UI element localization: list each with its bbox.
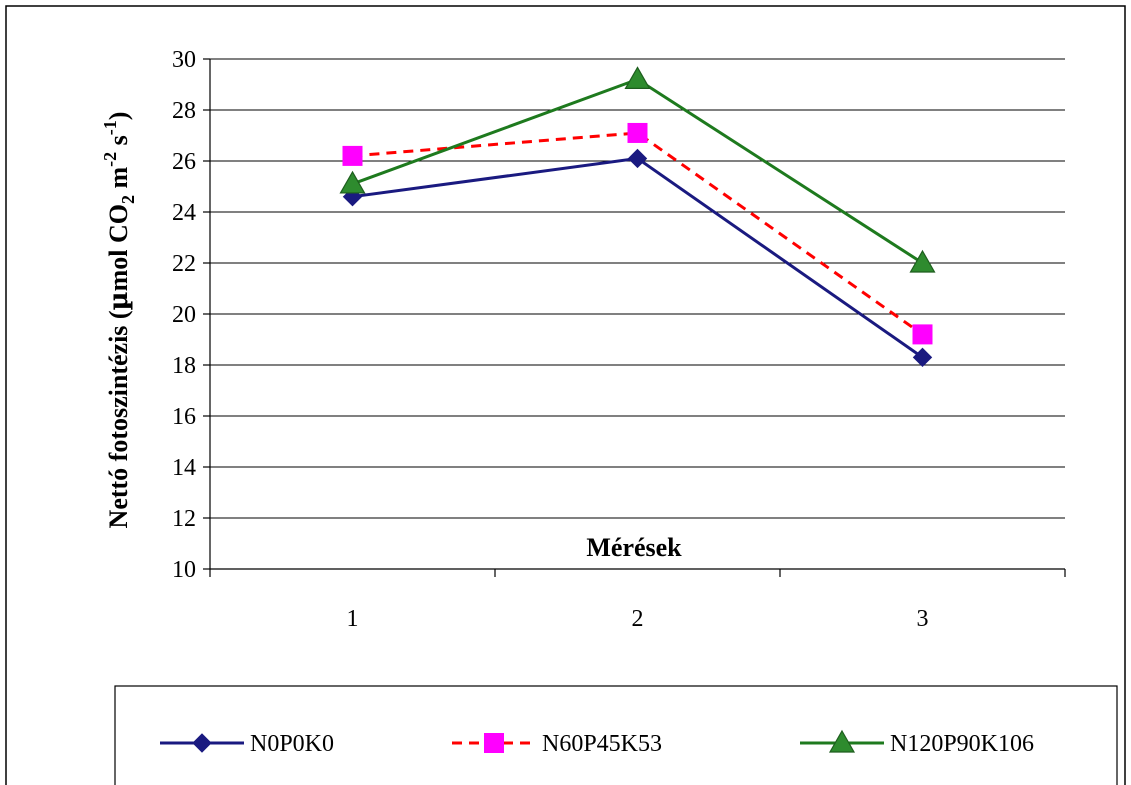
x-axis-label: Mérések	[586, 533, 682, 562]
series-N120P90K106	[339, 66, 936, 273]
data-point	[339, 170, 366, 194]
series-layer	[339, 66, 936, 368]
y-tick-label: 12	[172, 506, 196, 532]
legend-marker	[192, 733, 212, 753]
y-tick-label: 28	[172, 98, 196, 124]
y-tick-label: 18	[172, 353, 196, 379]
data-point	[909, 249, 936, 273]
series-N0P0K0	[342, 148, 933, 368]
data-point	[912, 347, 933, 368]
data-point	[624, 66, 651, 90]
legend-marker	[484, 733, 504, 753]
y-tick-label: 14	[172, 455, 196, 481]
legend-box	[114, 685, 1118, 785]
chart-frame	[5, 5, 1126, 785]
data-point	[912, 324, 933, 345]
legend-item-N120P90K106: N120P90K106	[800, 729, 1034, 757]
y-tick-label: 30	[172, 47, 196, 73]
y-tick-labels: 10 12 14 16 18 20 22 24 26 28 30	[172, 47, 196, 583]
axes	[203, 58, 1066, 577]
x-tick-label: 2	[632, 606, 644, 632]
legend-label: N60P45K53	[542, 731, 662, 757]
y-tick-label: 20	[172, 302, 196, 328]
legend-label: N120P90K106	[890, 731, 1034, 757]
legend-label: N0P0K0	[250, 731, 334, 757]
data-point	[342, 145, 363, 166]
x-tick-label: 3	[917, 606, 929, 632]
y-tick-label: 22	[172, 251, 196, 277]
x-tick-label: 1	[347, 606, 359, 632]
data-point	[627, 122, 648, 143]
x-tick-labels: 1 2 3	[347, 606, 929, 632]
y-tick-label: 16	[172, 404, 196, 430]
legend-item-N60P45K53: N60P45K53	[452, 731, 662, 757]
series-N60P45K53	[342, 122, 933, 345]
legend: N0P0K0 N60P45K53 N120P90K106	[160, 729, 1034, 757]
y-tick-label: 24	[172, 200, 196, 226]
y-axis-label: Nettó fotoszintézis (µmol CO2 m-2 s-1)	[100, 112, 138, 529]
series-line	[352, 131, 924, 336]
y-tick-label: 26	[172, 149, 196, 175]
legend-marker	[828, 729, 856, 753]
legend-item-N0P0K0: N0P0K0	[160, 731, 334, 757]
data-point	[627, 148, 648, 169]
y-tick-label: 10	[172, 557, 196, 583]
